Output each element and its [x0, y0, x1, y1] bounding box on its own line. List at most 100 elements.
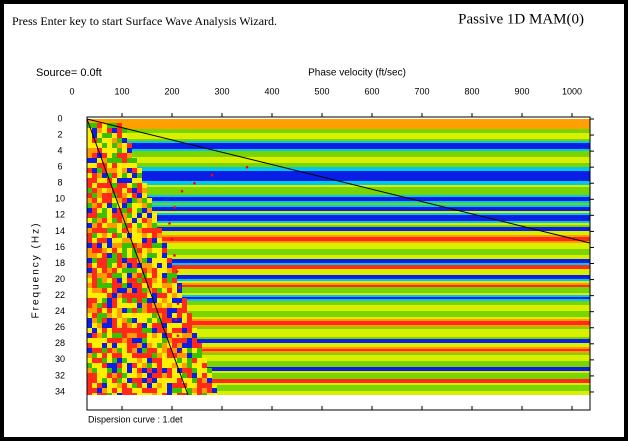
heat-row — [87, 141, 590, 143]
heat-cell — [127, 328, 132, 333]
heat-cell — [172, 293, 177, 298]
heat-cell — [117, 273, 122, 278]
heat-cell — [142, 188, 147, 193]
heat-cell — [122, 388, 127, 393]
heat-cell — [102, 308, 107, 313]
heat-cell — [177, 343, 182, 348]
heat-cell — [142, 243, 147, 248]
heat-cell — [97, 388, 102, 393]
heat-cell — [127, 363, 132, 368]
heat-cell — [112, 133, 117, 138]
heat-cell — [107, 353, 112, 358]
heat-cell — [167, 308, 172, 313]
heat-row — [87, 139, 590, 141]
heat-cell — [127, 173, 132, 178]
heat-cell — [112, 273, 117, 278]
heat-cell — [117, 338, 122, 343]
heat-cell — [107, 153, 112, 158]
heat-cell — [92, 288, 97, 293]
heat-cell — [132, 348, 137, 353]
heat-cell — [132, 383, 137, 388]
heat-cell — [112, 268, 117, 273]
heat-row — [87, 129, 590, 131]
heat-cell — [202, 378, 207, 383]
heat-cell — [127, 313, 132, 318]
heat-cell — [87, 148, 92, 153]
heat-row — [87, 211, 590, 213]
heat-cell — [92, 308, 97, 313]
heat-row — [87, 213, 590, 215]
heat-cell — [122, 338, 127, 343]
heat-cell — [137, 303, 142, 308]
heat-cell — [127, 333, 132, 338]
heat-cell — [112, 353, 117, 358]
heat-cell — [117, 368, 122, 373]
heat-cell — [122, 263, 127, 268]
heat-cell — [122, 368, 127, 373]
heat-cell — [112, 178, 117, 183]
heat-cell — [127, 378, 132, 383]
heat-cell — [127, 383, 132, 388]
heat-cell — [137, 328, 142, 333]
heat-cell — [152, 323, 157, 328]
heat-cell — [147, 343, 152, 348]
heat-cell — [122, 363, 127, 368]
x-tick-label: 200 — [164, 86, 179, 96]
heat-cell — [87, 243, 92, 248]
heat-cell — [162, 343, 167, 348]
heat-cell — [177, 328, 182, 333]
heat-cell — [137, 183, 142, 188]
heat-cell — [167, 283, 172, 288]
y-tick-label: 10 — [55, 194, 65, 204]
heat-cell — [187, 328, 192, 333]
heat-cell — [137, 233, 142, 238]
dispersion-point — [211, 174, 214, 177]
heat-cell — [187, 333, 192, 338]
heat-cell — [182, 348, 187, 353]
heat-row — [87, 153, 590, 155]
heat-cell — [92, 233, 97, 238]
heat-cell — [112, 348, 117, 353]
heat-cell — [167, 368, 172, 373]
heat-cell — [147, 373, 152, 378]
heat-cell — [157, 283, 162, 288]
heat-cell — [122, 373, 127, 378]
heat-cell — [122, 183, 127, 188]
heat-cell — [197, 348, 202, 353]
heat-cell — [127, 178, 132, 183]
heat-cell — [112, 288, 117, 293]
heat-cell — [167, 383, 172, 388]
heat-cell — [207, 388, 212, 393]
heat-cell — [102, 258, 107, 263]
heat-cell — [117, 138, 122, 143]
heat-cell — [132, 283, 137, 288]
heat-cell — [97, 313, 102, 318]
heat-cell — [117, 243, 122, 248]
heat-cell — [187, 353, 192, 358]
heat-cell — [192, 368, 197, 373]
heat-cell — [162, 303, 167, 308]
heat-cell — [152, 363, 157, 368]
heat-cell — [167, 263, 172, 268]
heat-cell — [87, 333, 92, 338]
heat-cell — [162, 248, 167, 253]
heat-cell — [207, 378, 212, 383]
heat-cell — [147, 203, 152, 208]
heat-cell — [142, 253, 147, 258]
heat-cell — [112, 313, 117, 318]
heat-cell — [107, 243, 112, 248]
dispersion-point — [176, 270, 179, 273]
heat-cell — [112, 258, 117, 263]
heat-row — [87, 203, 590, 205]
heat-cell — [102, 138, 107, 143]
heat-cell — [102, 288, 107, 293]
heat-cell — [117, 348, 122, 353]
heat-cell — [127, 368, 132, 373]
heat-cell — [112, 253, 117, 258]
heat-cell — [187, 313, 192, 318]
y-tick-label: 24 — [55, 306, 65, 316]
heat-cell — [152, 243, 157, 248]
heat-cell — [92, 168, 97, 173]
heat-cell — [102, 278, 107, 283]
heat-row — [87, 201, 590, 203]
